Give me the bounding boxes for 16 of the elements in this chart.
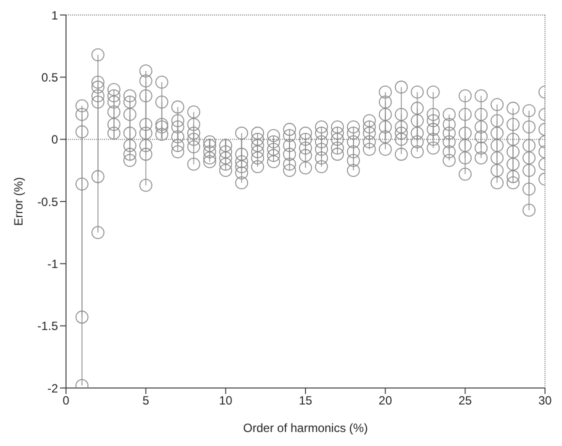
x-tick-label: 20 (378, 394, 392, 408)
x-tick-label: 10 (218, 394, 233, 408)
x-tick-label: 5 (142, 394, 150, 408)
x-axis-title: Order of harmonics (%) (243, 421, 368, 435)
y-tick-label: 0 (51, 132, 58, 147)
y-tick-label: -1 (47, 256, 58, 271)
y-tick-label: -2 (47, 381, 58, 396)
x-tick-label: 30 (538, 394, 552, 408)
x-tick-label: 15 (298, 394, 312, 408)
y-tick-label: 0.5 (41, 70, 58, 84)
y-tick-label: 1 (51, 8, 58, 22)
y-tick-label: -0.5 (37, 194, 58, 209)
x-tick-label: 25 (458, 394, 472, 408)
y-tick-label: -1.5 (37, 319, 58, 334)
y-axis-title: Error (%) (11, 177, 26, 226)
x-tick-label: 0 (62, 394, 70, 408)
